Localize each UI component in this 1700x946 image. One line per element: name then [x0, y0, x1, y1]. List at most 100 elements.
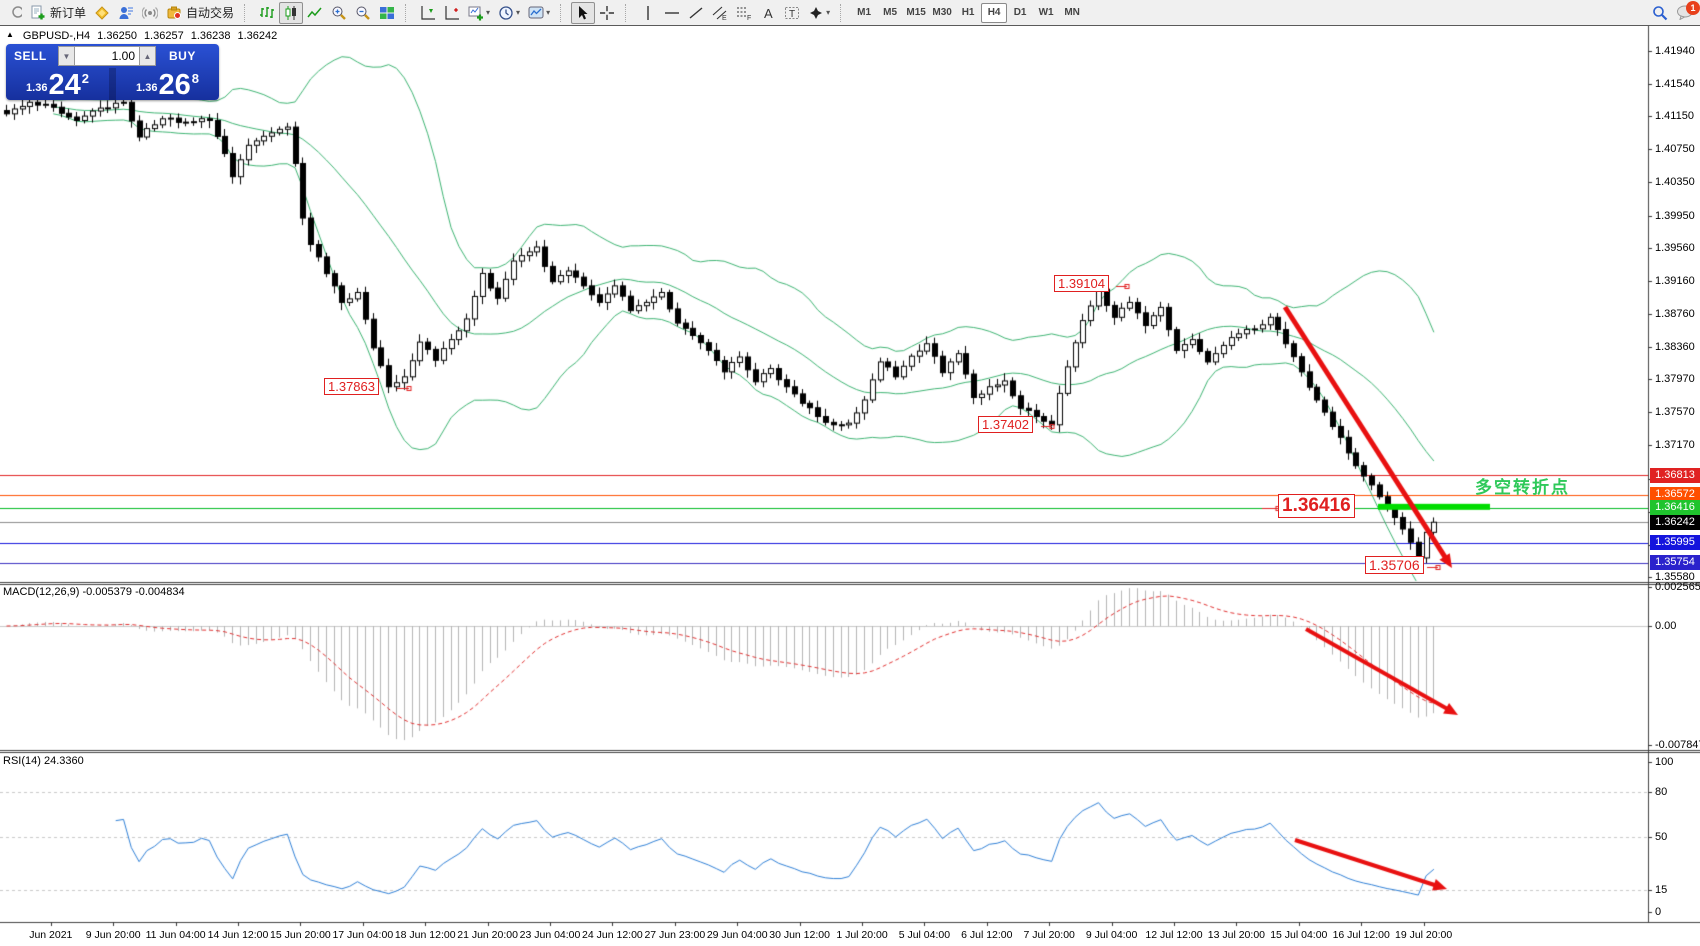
line-chart-button[interactable]	[303, 2, 327, 24]
signals-button[interactable]	[138, 2, 162, 24]
buy-price-prefix: 1.36	[136, 82, 158, 94]
channel-tool-button[interactable]: E	[708, 2, 732, 24]
timeframe-mn-button[interactable]: MN	[1064, 7, 1080, 18]
timeframe-w1-button[interactable]: W1	[1038, 7, 1054, 18]
timeframe-d1-button[interactable]: D1	[1013, 7, 1027, 18]
sell-price[interactable]: 1.36 24 2	[6, 68, 109, 100]
volume-increase-button[interactable]: ▲	[139, 46, 156, 66]
vertical-line-icon	[647, 5, 649, 20]
time-axis-label: 27 Jun 23:00	[644, 929, 706, 941]
svg-text:T: T	[789, 9, 795, 20]
clipped-chart-icon[interactable]	[2, 2, 26, 24]
macd-pane[interactable]	[0, 585, 1648, 749]
templates-icon	[528, 6, 544, 18]
dropdown-caret-icon: ▾	[516, 8, 521, 17]
price-marker-label-1.37402[interactable]: 1.37402	[978, 415, 1033, 433]
sell-button[interactable]: SELL	[6, 44, 66, 68]
price-axis-tick: 1.39160	[1655, 274, 1695, 287]
gold-button[interactable]	[90, 2, 114, 24]
horizontal-line-icon	[665, 11, 680, 14]
profile-button[interactable]	[114, 2, 138, 24]
auto-trading-button[interactable]: 自动交易	[162, 2, 238, 24]
bars-chart-icon	[260, 6, 275, 18]
macd-label: MACD(12,26,9) -0.005379 -0.004834	[3, 586, 185, 598]
candles-chart-button[interactable]	[279, 1, 304, 24]
one-click-trading-panel: SELL ▼ ▲ BUY 1.36 24 2 1.36 26 8	[6, 44, 219, 100]
price-marker-label-1.35706[interactable]: 1.35706	[1365, 555, 1424, 574]
time-axis-label: 15 Jul 04:00	[1270, 929, 1328, 941]
volume-input[interactable]	[75, 46, 139, 66]
timeframe-m15-button[interactable]: M15	[906, 7, 926, 18]
arrows-shapes-icon	[810, 6, 823, 19]
rsi-pane[interactable]	[0, 753, 1648, 921]
svg-text:E: E	[722, 15, 727, 21]
toolbar-separator	[840, 3, 847, 22]
templates-button[interactable]: ▾	[524, 2, 554, 24]
new-order-button[interactable]: 新订单	[26, 2, 90, 24]
price-chart-canvas[interactable]	[0, 26, 1700, 946]
rsi-axis-tick: 80	[1655, 786, 1668, 798]
text-label-icon: T	[785, 6, 800, 20]
time-axis-label: 23 Jun 04:00	[519, 929, 581, 941]
toolbar-separator	[625, 3, 632, 22]
fibonacci-tool-button[interactable]: F	[732, 2, 756, 24]
new-chart-button[interactable]: ▾	[464, 2, 494, 24]
time-axis-label: 16 Jul 12:00	[1332, 929, 1390, 941]
bars-chart-button[interactable]	[255, 2, 279, 24]
time-axis-label: 7 Jul 20:00	[1023, 929, 1075, 941]
new-order-icon	[31, 5, 45, 19]
horizontal-line-tool-button[interactable]	[660, 2, 684, 24]
cursor-icon	[579, 5, 588, 19]
price-tag-1.36242: 1.36242	[1650, 514, 1700, 530]
tile-windows-button[interactable]	[375, 2, 399, 24]
trendline-tool-button[interactable]	[684, 2, 708, 24]
label-tool-button[interactable]: T	[780, 2, 804, 24]
timeframe-h1-button[interactable]: H1	[961, 7, 975, 18]
price-axis-tick: 1.40350	[1655, 176, 1695, 189]
sell-price-pip: 2	[81, 71, 89, 86]
price-marker-label-1.39104[interactable]: 1.39104	[1054, 275, 1109, 293]
price-axis-tick: 1.41940	[1655, 45, 1695, 57]
vertical-line-tool-button[interactable]	[636, 2, 660, 24]
zoom-in-icon	[332, 6, 346, 20]
cursor-button[interactable]	[571, 1, 596, 24]
crosshair-button[interactable]	[595, 2, 619, 24]
volume-decrease-button[interactable]: ▼	[58, 46, 75, 66]
chart-shift-button[interactable]	[416, 2, 440, 24]
timeframe-m5-button[interactable]: M5	[883, 7, 898, 18]
time-axis-label: 21 Jun 20:00	[457, 929, 518, 941]
svg-text:F: F	[747, 15, 751, 21]
auto-trading-label: 自动交易	[186, 6, 235, 20]
tile-windows-icon	[380, 6, 395, 19]
timeframe-m1-button[interactable]: M1	[857, 7, 872, 18]
notifications-button[interactable]: 1	[1672, 0, 1700, 24]
ohlc-open: 1.36250	[97, 30, 137, 42]
text-tool-button[interactable]: A	[756, 2, 780, 24]
notification-badge: 1	[1686, 0, 1700, 15]
text-icon: A	[764, 6, 773, 21]
periods-button[interactable]: ▾	[494, 2, 524, 24]
gold-diamond-icon	[95, 5, 109, 20]
time-axis-label: 29 Jun 04:00	[706, 929, 768, 941]
auto-scroll-button[interactable]	[440, 2, 464, 24]
buy-button[interactable]: BUY	[163, 44, 219, 68]
timeframe-m30-button[interactable]: M30	[932, 7, 952, 18]
zoom-in-button[interactable]	[327, 2, 351, 24]
rsi-axis-tick: 100	[1655, 756, 1674, 768]
price-axis-tick: 1.41150	[1655, 110, 1694, 123]
search-button[interactable]	[1648, 2, 1672, 24]
equidistant-channel-icon: E	[712, 6, 727, 21]
price-axis-tick: 1.38760	[1655, 307, 1695, 320]
price-marker-label-1.37863[interactable]: 1.37863	[324, 377, 379, 395]
arrows-tool-button[interactable]: ▾	[804, 2, 834, 24]
timeframe-h4-button[interactable]: H4	[981, 2, 1008, 23]
price-marker-label-1.36416[interactable]: 1.36416	[1278, 494, 1355, 519]
main-chart-pane[interactable]	[0, 26, 1648, 581]
toolbar: 新订单 自动交易	[0, 0, 1700, 26]
buy-price[interactable]: 1.36 26 8	[116, 68, 219, 100]
collapse-panel-icon[interactable]: ▲	[6, 30, 14, 39]
zoom-out-button[interactable]	[351, 2, 375, 24]
turning-point-annotation[interactable]: 多空转折点	[1475, 478, 1570, 497]
line-chart-icon	[307, 7, 322, 17]
